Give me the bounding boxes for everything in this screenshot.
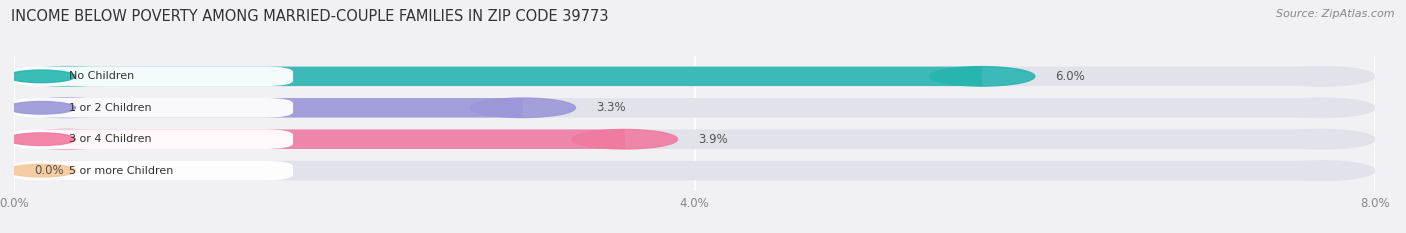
- Text: INCOME BELOW POVERTY AMONG MARRIED-COUPLE FAMILIES IN ZIP CODE 39773: INCOME BELOW POVERTY AMONG MARRIED-COUPL…: [11, 9, 609, 24]
- FancyBboxPatch shape: [13, 129, 292, 149]
- Circle shape: [14, 67, 120, 86]
- Text: Source: ZipAtlas.com: Source: ZipAtlas.com: [1277, 9, 1395, 19]
- Circle shape: [14, 161, 120, 180]
- Circle shape: [1270, 98, 1375, 117]
- Circle shape: [572, 130, 678, 149]
- Circle shape: [1270, 130, 1375, 149]
- Text: 3.9%: 3.9%: [697, 133, 728, 146]
- Text: No Children: No Children: [69, 71, 134, 81]
- Circle shape: [14, 130, 120, 149]
- Text: 0.0%: 0.0%: [35, 164, 65, 177]
- FancyBboxPatch shape: [67, 98, 523, 117]
- Circle shape: [1270, 67, 1375, 86]
- Circle shape: [470, 98, 575, 117]
- FancyBboxPatch shape: [67, 130, 624, 149]
- Text: 1 or 2 Children: 1 or 2 Children: [69, 103, 150, 113]
- FancyBboxPatch shape: [13, 66, 292, 86]
- FancyBboxPatch shape: [67, 98, 1322, 117]
- Circle shape: [7, 164, 76, 177]
- Text: 3 or 4 Children: 3 or 4 Children: [69, 134, 150, 144]
- Circle shape: [14, 98, 120, 117]
- FancyBboxPatch shape: [13, 98, 292, 118]
- FancyBboxPatch shape: [67, 130, 1322, 149]
- Text: 3.3%: 3.3%: [596, 101, 626, 114]
- Circle shape: [14, 67, 120, 86]
- Circle shape: [929, 67, 1035, 86]
- FancyBboxPatch shape: [67, 67, 1322, 86]
- FancyBboxPatch shape: [67, 161, 1322, 180]
- FancyBboxPatch shape: [67, 67, 981, 86]
- Text: 6.0%: 6.0%: [1056, 70, 1085, 83]
- Circle shape: [7, 102, 76, 114]
- Circle shape: [7, 133, 76, 145]
- FancyBboxPatch shape: [13, 161, 292, 181]
- Circle shape: [7, 70, 76, 83]
- Circle shape: [1270, 161, 1375, 180]
- Circle shape: [14, 98, 120, 117]
- Circle shape: [14, 130, 120, 149]
- Text: 5 or more Children: 5 or more Children: [69, 166, 173, 176]
